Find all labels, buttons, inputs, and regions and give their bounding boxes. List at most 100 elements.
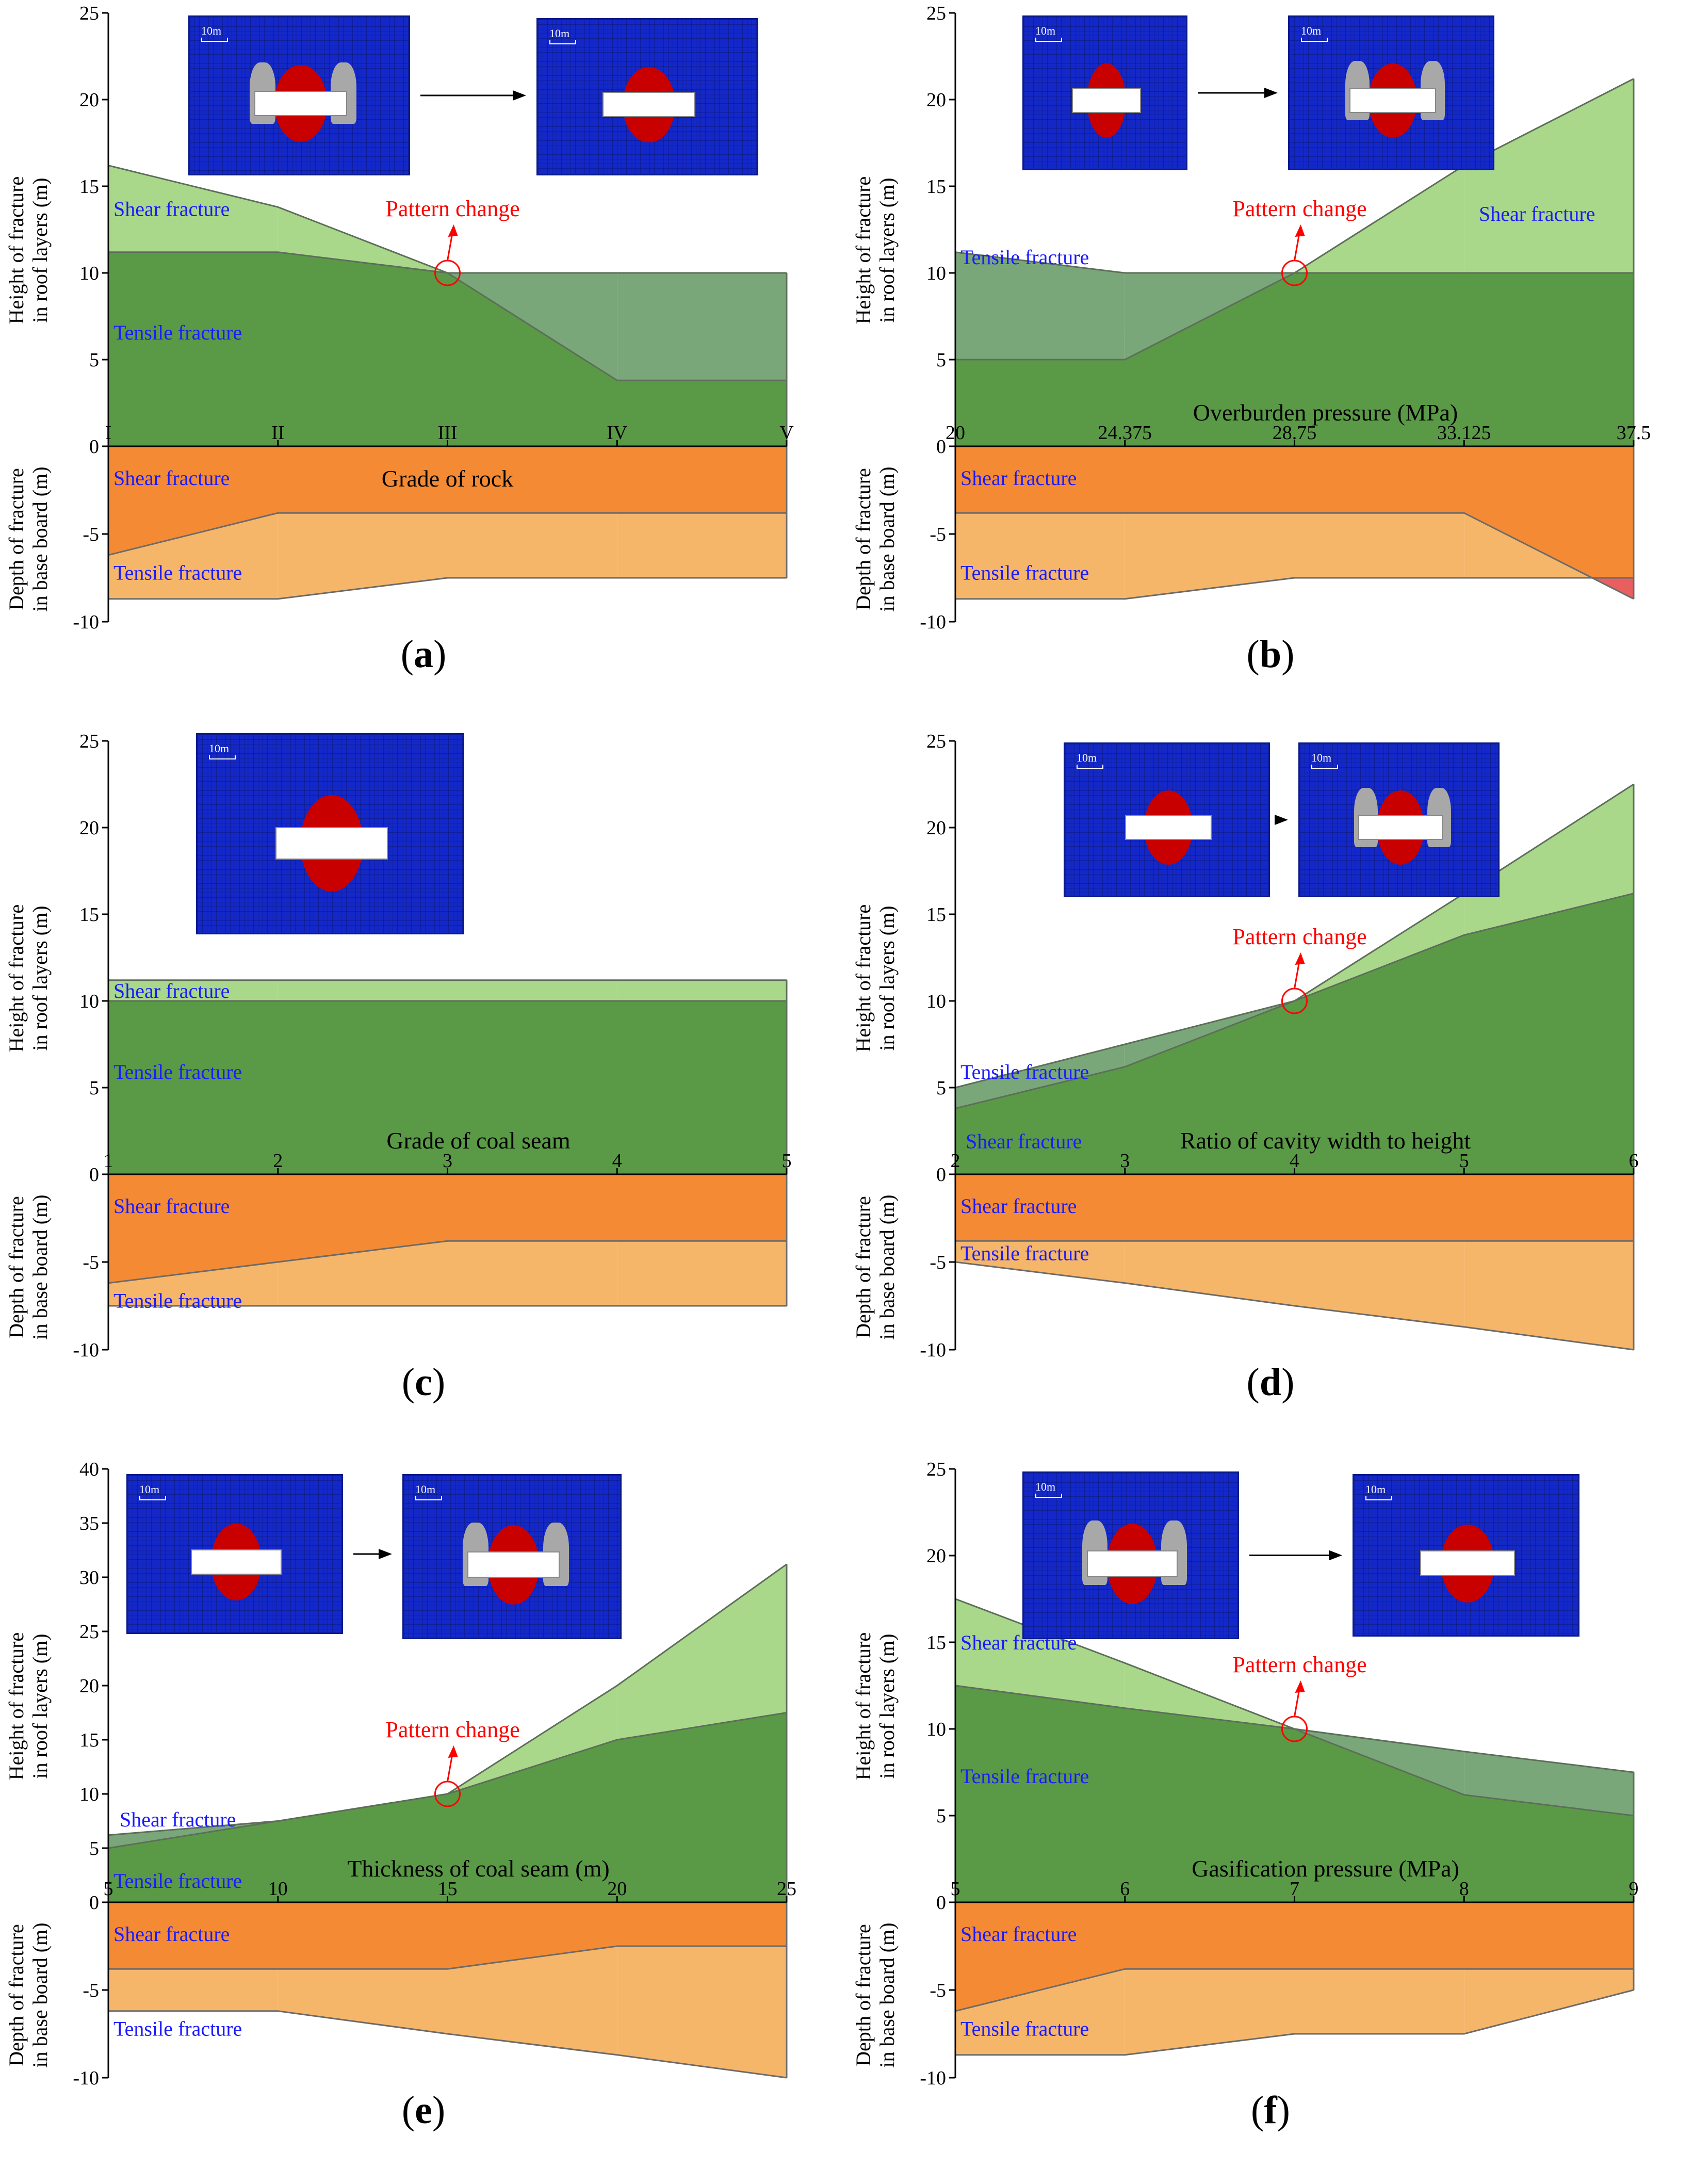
y-tick-label: 30 xyxy=(79,1567,99,1589)
y-tick-label: 15 xyxy=(79,904,99,926)
y-tick-label: 15 xyxy=(926,1632,946,1654)
roof-tensile-label: Tensile fracture xyxy=(960,1060,1089,1083)
floor-shear-line xyxy=(955,512,1634,600)
x-tick-label: 5 xyxy=(782,1150,792,1172)
y-axis-title-top: Height of fracture xyxy=(5,176,28,325)
x-tick-label: 3 xyxy=(443,1150,452,1172)
pattern-change-arrowhead xyxy=(1295,1680,1305,1693)
pattern-change-arrow xyxy=(447,231,453,261)
y-tick-label: -10 xyxy=(73,2067,99,2089)
floor-region-segment xyxy=(1294,513,1464,578)
panel-a: 25 20 15 10 5 0 -5 -10 I II III IV V Height of fractu… xyxy=(0,0,847,728)
y-tick-label: 25 xyxy=(926,731,946,752)
x-tick-label: 6 xyxy=(1120,1878,1130,1900)
y-tick-label: 25 xyxy=(79,731,99,752)
y-tick-label: 25 xyxy=(79,1621,99,1643)
pattern-change-arrowhead xyxy=(448,1745,458,1758)
roof-shear-label: Shear fracture xyxy=(120,1808,236,1831)
y-axis-title-bottom: in base board (m) xyxy=(28,466,52,611)
panel-e: 40 35 30 25 20 15 10 5 0 -5 -10 5 10 15 20 25 Height of … xyxy=(0,1456,847,2184)
floor-shear-label: Shear fracture xyxy=(113,1194,230,1218)
roof-tensile-line xyxy=(955,1685,1634,1773)
y-tick-label: 25 xyxy=(79,3,99,24)
roof-region-segment xyxy=(108,980,278,1001)
y-tick-label: 0 xyxy=(936,1892,946,1914)
y-tick-label: -5 xyxy=(930,524,946,545)
floor-tensile-line xyxy=(108,2010,787,2079)
roof-tensile-label: Tensile fracture xyxy=(960,1765,1089,1788)
roof-region-segment xyxy=(617,273,787,381)
roof-region-segment xyxy=(108,165,278,252)
y-axis-title-top: in roof layers (m) xyxy=(28,905,52,1050)
x-tick-label: 1 xyxy=(104,1150,113,1172)
floor-shear-area xyxy=(955,1902,1634,2011)
floor-region-segment xyxy=(108,1262,278,1306)
x-tick-label: 37.5 xyxy=(1617,422,1651,444)
x-tick-label: V xyxy=(779,422,794,444)
y-tick-label: 20 xyxy=(79,1675,99,1697)
floor-region-segment xyxy=(1125,513,1295,599)
panel-b: 25 20 15 10 5 0 -5 -10 20 24.375 28.75 33.125 37.5 He… xyxy=(847,0,1694,728)
x-axis-title: Gasification pressure (MPa) xyxy=(1192,1855,1459,1882)
floor-region-segment xyxy=(447,1946,617,2055)
panel-label: (e) xyxy=(401,2089,446,2132)
y-axis-title-top: in roof layers (m) xyxy=(28,1633,52,1778)
floor-shear-label: Shear fracture xyxy=(113,1922,230,1946)
y-axis-title-bottom: Depth of fracture xyxy=(852,468,875,610)
roof-region-segment xyxy=(1125,273,1295,360)
panel-c: 25 20 15 10 5 0 -5 -10 1 2 3 4 5 Height of fracture in… xyxy=(0,728,847,1456)
inset-scale-label: 10m xyxy=(139,1483,160,1496)
x-axis-title: Thickness of coal seam (m) xyxy=(347,1855,609,1882)
x-tick-label: 10 xyxy=(268,1878,288,1900)
floor-region-segment xyxy=(278,1969,448,2034)
y-tick-label: -10 xyxy=(920,2067,946,2089)
roof-tensile-area xyxy=(108,252,787,446)
y-axis-title-bottom: Depth of fracture xyxy=(5,468,28,610)
floor-tensile-line xyxy=(955,1261,1634,1351)
pattern-change-arrowhead xyxy=(1295,224,1305,237)
y-tick-label: 15 xyxy=(926,176,946,198)
floor-shear-label: Shear fracture xyxy=(113,466,230,490)
pattern-change-arrow xyxy=(1294,959,1300,989)
inset-arrowhead xyxy=(1329,1550,1342,1561)
y-tick-label: 15 xyxy=(926,904,946,926)
y-tick-label: 15 xyxy=(79,1729,99,1751)
x-tick-label: 4 xyxy=(1290,1150,1299,1172)
y-tick-label: -10 xyxy=(920,1339,946,1361)
inset-scale-label: 10m xyxy=(201,24,222,37)
y-axis-title-top: Height of fracture xyxy=(5,1632,28,1781)
pattern-change-arrow xyxy=(447,1752,453,1782)
floor-region-segment xyxy=(1125,1969,1295,2055)
x-tick-label: 5 xyxy=(1459,1150,1469,1172)
floor-shear-area xyxy=(108,446,787,555)
y-tick-label: 20 xyxy=(926,817,946,839)
x-tick-label: 9 xyxy=(1629,1878,1639,1900)
inset-scale-label: 10m xyxy=(1311,751,1332,764)
roof-region-segment xyxy=(955,1599,1125,1708)
y-axis-title-bottom: in base board (m) xyxy=(875,466,899,611)
roof-tensile-area xyxy=(955,273,1634,446)
y-tick-label: -10 xyxy=(73,1339,99,1361)
pattern-change-arrowhead xyxy=(448,224,458,237)
floor-shear-label: Shear fracture xyxy=(960,466,1077,490)
panel-label: (d) xyxy=(1246,1361,1295,1404)
floor-region-segment xyxy=(617,513,787,578)
y-tick-label: -10 xyxy=(73,611,99,633)
floor-region-segment xyxy=(617,1241,787,1306)
floor-tensile-line xyxy=(955,1989,1634,2056)
model-inset: 10m xyxy=(1288,15,1494,170)
roof-region-segment xyxy=(278,980,448,1001)
x-tick-label: 25 xyxy=(777,1878,796,1900)
y-tick-label: 25 xyxy=(926,1459,946,1480)
floor-tensile-line xyxy=(955,577,1634,600)
floor-region-segment xyxy=(1294,1241,1464,1327)
floor-region-segment xyxy=(617,1946,787,2078)
y-tick-label: 10 xyxy=(926,1719,946,1740)
inset-scale-label: 10m xyxy=(1035,24,1056,37)
y-tick-label: 5 xyxy=(936,1805,946,1827)
floor-region-segment xyxy=(447,1241,617,1306)
x-tick-label: I xyxy=(105,422,112,444)
y-tick-label: 5 xyxy=(89,1838,99,1859)
y-tick-label: 10 xyxy=(79,263,99,284)
